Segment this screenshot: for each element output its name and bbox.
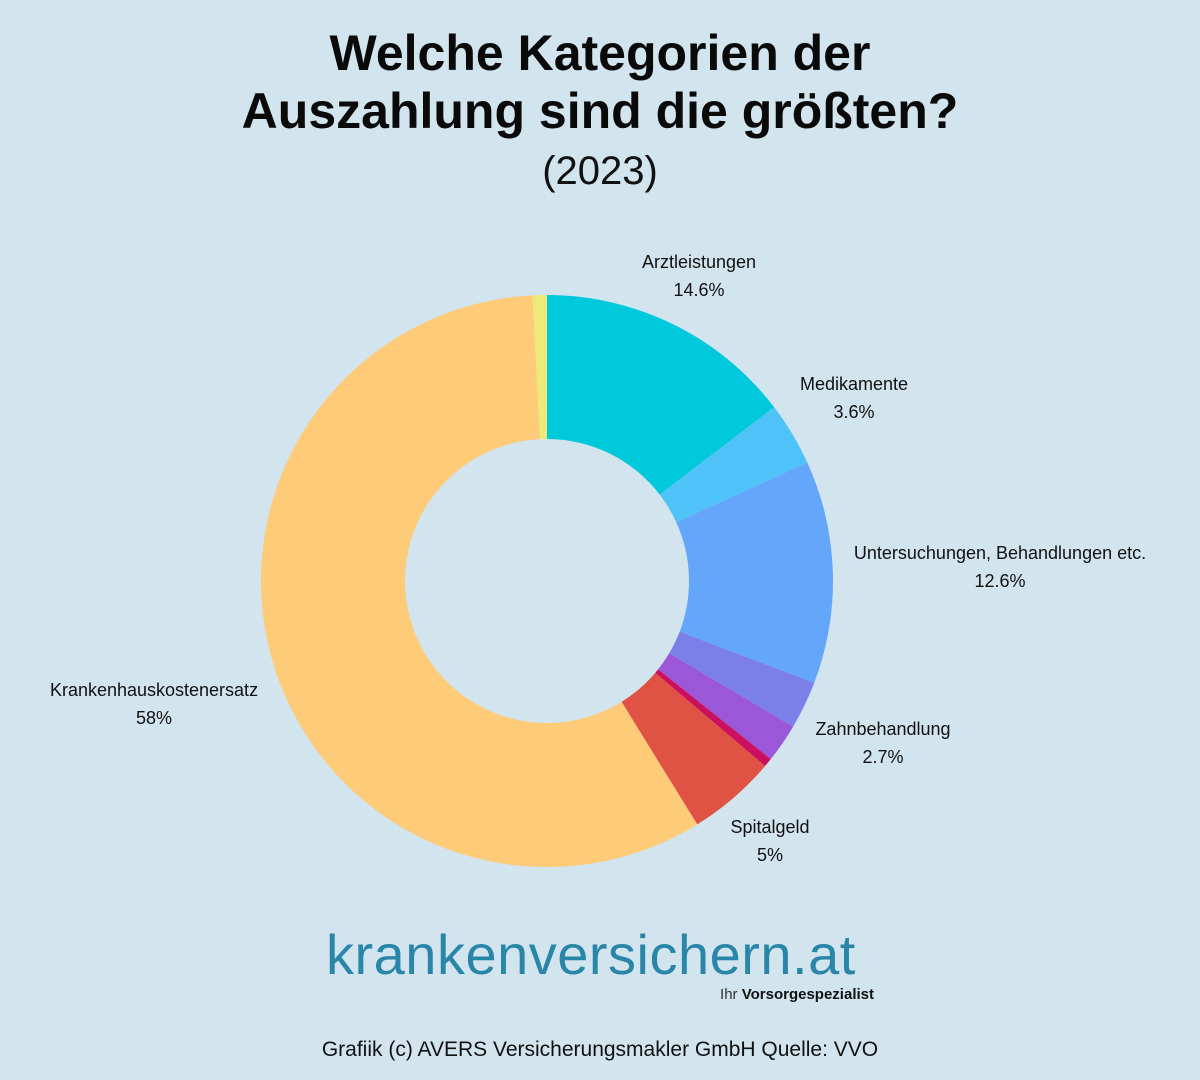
slice-category-label: Krankenhauskostenersatz bbox=[50, 680, 258, 700]
donut-slice-krankenhauskostenersatz bbox=[261, 295, 698, 868]
donut-slice-medikamente bbox=[659, 407, 808, 523]
tagline-bold: Vorsorgespezialist bbox=[741, 986, 874, 1003]
slice-value-label: 12.6% bbox=[974, 571, 1025, 591]
donut-slice-unlabeled-purple bbox=[658, 653, 794, 760]
chart-subtitle: (2023) bbox=[542, 149, 658, 193]
brand-logo-text: krankenversichern.at bbox=[326, 923, 856, 986]
donut-slice-spitalgeld bbox=[621, 672, 766, 825]
slice-category-label: Spitalgeld bbox=[730, 817, 809, 837]
slice-label-spitalgeld: Spitalgeld 5% bbox=[730, 817, 809, 865]
donut-slice-arztleistungen bbox=[547, 295, 775, 495]
slice-category-label: Arztleistungen bbox=[642, 252, 756, 272]
slice-value-label: 14.6% bbox=[673, 280, 724, 300]
slice-category-label: Zahnbehandlung bbox=[815, 719, 950, 739]
tagline-prefix: Ihr bbox=[720, 986, 738, 1003]
slice-label-untersuchungen-behandlungen-etc: Untersuchungen, Behandlungen etc. 12.6% bbox=[854, 543, 1146, 591]
title-line-2: Auszahlung sind die größten? bbox=[241, 83, 959, 139]
slice-category-label: Untersuchungen, Behandlungen etc. bbox=[854, 543, 1146, 563]
slice-label-arztleistungen: Arztleistungen 14.6% bbox=[642, 252, 756, 300]
slice-value-label: 3.6% bbox=[833, 402, 874, 422]
slice-value-label: 58% bbox=[136, 708, 172, 728]
chart-title: Welche Kategorien der Auszahlung sind di… bbox=[0, 24, 1200, 140]
donut-slice-zahnbehandlung bbox=[669, 631, 815, 727]
slice-value-label: 2.7% bbox=[862, 747, 903, 767]
brand-tagline: Ihr Vorsorgespezialist bbox=[720, 986, 874, 1003]
slice-label-medikamente: Medikamente 3.6% bbox=[800, 374, 908, 422]
donut-slice-untersuchungen-behandlungen-etc bbox=[676, 462, 834, 683]
donut-slice-unlabeled-yellow bbox=[532, 295, 547, 440]
slice-value-label: 5% bbox=[757, 845, 783, 865]
donut-slice-unlabeled-magenta bbox=[655, 669, 771, 767]
source-credit: Grafiik (c) AVERS Versicherungsmakler Gm… bbox=[321, 1038, 879, 1061]
slice-label-krankenhauskostenersatz: Krankenhauskostenersatz 58% bbox=[50, 680, 258, 728]
slice-label-zahnbehandlung: Zahnbehandlung 2.7% bbox=[815, 719, 950, 767]
title-line-1: Welche Kategorien der bbox=[329, 25, 871, 81]
slice-category-label: Medikamente bbox=[800, 374, 908, 394]
